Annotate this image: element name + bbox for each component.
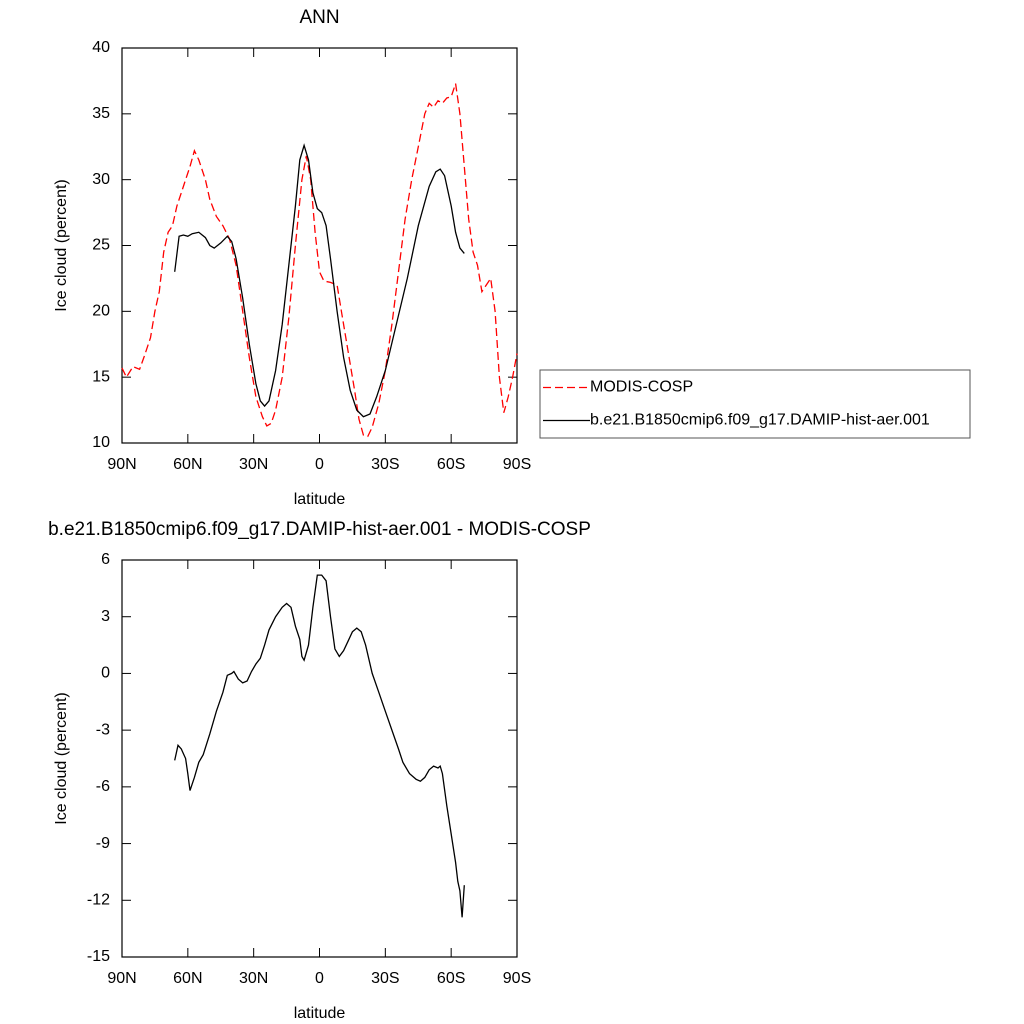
y-tick-label: 30 (92, 171, 110, 188)
y-tick-label: 10 (92, 434, 110, 451)
x-axis-label: latitude (294, 491, 346, 508)
x-tick-label: 90N (107, 456, 136, 473)
x-tick-label: 30N (239, 456, 268, 473)
x-tick-label: 60N (173, 970, 202, 987)
data-line (174, 574, 465, 918)
y-tick-label: 3 (101, 608, 110, 625)
data-line (174, 143, 465, 418)
x-tick-label: 60S (437, 970, 465, 987)
x-tick-label: 60N (173, 456, 202, 473)
plot-frame (121, 559, 518, 958)
chart-title: ANN (299, 7, 339, 28)
y-tick-label: 15 (92, 368, 110, 385)
y-tick-label: 20 (92, 303, 110, 320)
x-tick-label: 0 (315, 456, 324, 473)
legend-label: b.e21.B1850cmip6.f09_g17.DAMIP-hist-aer.… (590, 412, 930, 429)
y-axis-label: Ice cloud (percent) (53, 692, 70, 825)
y-tick-label: 40 (92, 39, 110, 56)
x-tick-label: 30N (239, 970, 268, 987)
y-tick-label: 6 (101, 551, 110, 568)
y-tick-label: 0 (101, 665, 110, 682)
plot-frame (121, 47, 518, 444)
x-tick-label: 60S (437, 456, 465, 473)
data-line (121, 83, 518, 438)
x-tick-label: 90N (107, 970, 136, 987)
legend-box (539, 369, 971, 439)
x-axis-label: latitude (294, 1005, 346, 1022)
legend-label: MODIS-COSP (590, 379, 693, 396)
x-tick-label: 30S (371, 456, 399, 473)
x-tick-label: 0 (315, 970, 324, 987)
y-tick-label: -12 (87, 892, 110, 909)
x-tick-label: 90S (503, 456, 531, 473)
x-tick-label: 30S (371, 970, 399, 987)
y-tick-label: -15 (87, 948, 110, 965)
y-tick-label: -9 (96, 835, 110, 852)
x-tick-label: 90S (503, 970, 531, 987)
y-tick-label: -3 (96, 721, 110, 738)
y-axis-label: Ice cloud (percent) (53, 179, 70, 312)
y-tick-label: 35 (92, 105, 110, 122)
chart-title: b.e21.B1850cmip6.f09_g17.DAMIP-hist-aer.… (48, 519, 591, 540)
y-tick-label: 25 (92, 237, 110, 254)
y-tick-label: -6 (96, 778, 110, 795)
